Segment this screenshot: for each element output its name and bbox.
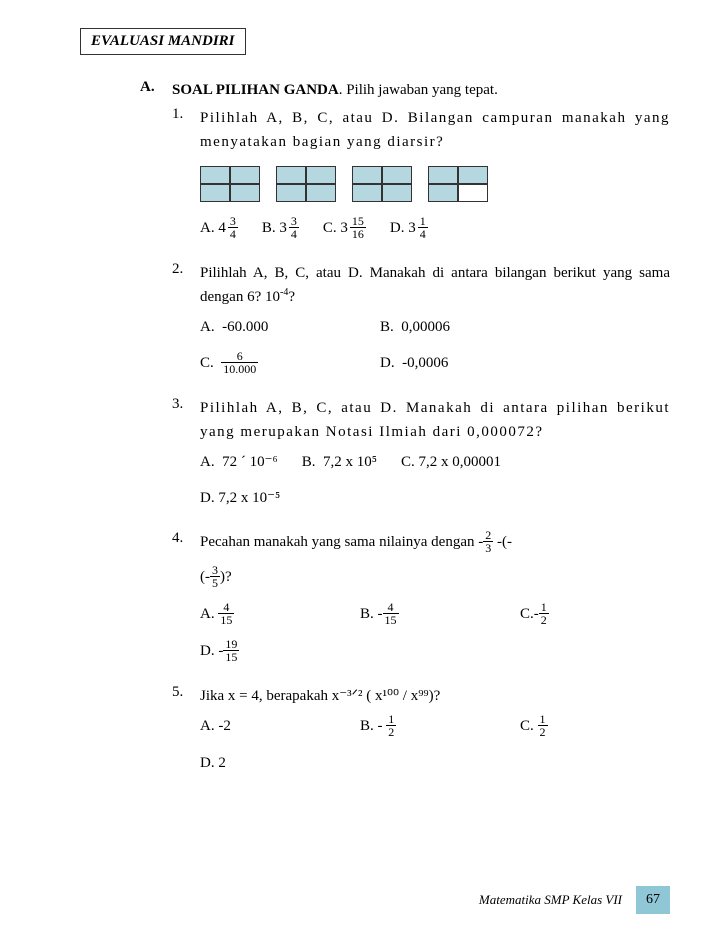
- q1-text: Pilihlah A, B, C, atau D. Bilangan campu…: [200, 106, 670, 154]
- q4-opt-a: A. 415: [200, 602, 300, 627]
- q5-opt-d: D. 2: [200, 751, 226, 775]
- q1-number: 1.: [172, 106, 200, 247]
- q5-text: Jika x = 4, berapakah x⁻³ᐟ² ( x¹⁰⁰ / x⁹⁹…: [200, 684, 670, 708]
- q2-opt-a: A. -60.000: [200, 315, 340, 339]
- question-5: 5. Jika x = 4, berapakah x⁻³ᐟ² ( x¹⁰⁰ / …: [172, 684, 670, 781]
- section-body: SOAL PILIHAN GANDA. Pilih jawaban yang t…: [172, 79, 670, 795]
- q3-opt-b: B. 7,2 x 10⁵: [302, 450, 377, 474]
- question-1: 1. Pilihlah A, B, C, atau D. Bilangan ca…: [172, 106, 670, 247]
- q1-opt-d: D. 314: [390, 216, 428, 241]
- q5-options: A. -2 B. - 12 C. 12: [200, 714, 670, 745]
- q5-opt-a: A. -2: [200, 714, 300, 739]
- section-a: A. SOAL PILIHAN GANDA. Pilih jawaban yan…: [140, 79, 670, 795]
- section-title: SOAL PILIHAN GANDA. Pilih jawaban yang t…: [172, 79, 670, 102]
- q3-body: Pilihlah A, B, C, atau D. Manakah di ant…: [200, 396, 670, 516]
- grid-4: [428, 166, 488, 202]
- question-2: 2. Pilihlah A, B, C, atau D. Manakah di …: [172, 261, 670, 382]
- page: EVALUASI MANDIRI A. SOAL PILIHAN GANDA. …: [0, 0, 728, 942]
- q5-opt-c: C. 12: [520, 714, 548, 739]
- q5-body: Jika x = 4, berapakah x⁻³ᐟ² ( x¹⁰⁰ / x⁹⁹…: [200, 684, 670, 781]
- q3-opt-a: A. 72 ´ 10⁻⁶: [200, 450, 278, 474]
- q1-opt-c: C. 31516: [323, 216, 366, 241]
- q3-options: A. 72 ´ 10⁻⁶ B. 7,2 x 10⁵ C. 7,2 x 0,000…: [200, 450, 670, 480]
- q2-number: 2.: [172, 261, 200, 382]
- question-4: 4. Pecahan manakah yang sama nilainya de…: [172, 530, 670, 670]
- section-title-rest: . Pilih jawaban yang tepat.: [339, 82, 498, 98]
- section-title-bold: SOAL PILIHAN GANDA: [172, 82, 339, 98]
- q4-body: Pecahan manakah yang sama nilainya denga…: [200, 530, 670, 670]
- q2-opt-b: B. 0,00006: [380, 315, 450, 339]
- grid-1: [200, 166, 260, 202]
- q2-body: Pilihlah A, B, C, atau D. Manakah di ant…: [200, 261, 670, 382]
- q4-opt-b: B. -415: [360, 602, 460, 627]
- q4-text: Pecahan manakah yang sama nilainya denga…: [200, 530, 670, 555]
- q3-opt-c: C. 7,2 x 0,00001: [401, 450, 501, 474]
- q2-options-2: C. 610.000 D. -0,0006: [200, 351, 670, 382]
- q1-opt-b: B. 334: [262, 216, 299, 241]
- grid-2: [276, 166, 336, 202]
- q4-options-2: D. -1915: [200, 639, 670, 670]
- q1-opt-a: A. 434: [200, 216, 238, 241]
- q4-options: A. 415 B. -415 C.-12: [200, 602, 670, 633]
- footer-text: Matematika SMP Kelas VII: [479, 892, 622, 908]
- q4-text-2: (-35)?: [200, 565, 670, 590]
- q3-options-2: D. 7,2 x 10⁻⁵: [200, 486, 670, 516]
- grid-3: [352, 166, 412, 202]
- q4-opt-d: D. -1915: [200, 639, 239, 664]
- q3-text: Pilihlah A, B, C, atau D. Manakah di ant…: [200, 396, 670, 444]
- q1-options: A. 434 B. 334 C. 31516 D. 314: [200, 216, 670, 247]
- footer-page-number: 67: [636, 886, 670, 914]
- q5-options-2: D. 2: [200, 751, 670, 781]
- q4-number: 4.: [172, 530, 200, 670]
- q2-opt-d: D. -0,0006: [380, 351, 448, 376]
- eval-header: EVALUASI MANDIRI: [80, 28, 246, 55]
- q4-opt-c: C.-12: [520, 602, 549, 627]
- section-letter: A.: [140, 79, 172, 795]
- q3-number: 3.: [172, 396, 200, 516]
- q1-body: Pilihlah A, B, C, atau D. Bilangan campu…: [200, 106, 670, 247]
- q1-grids: [200, 166, 670, 202]
- q5-number: 5.: [172, 684, 200, 781]
- question-3: 3. Pilihlah A, B, C, atau D. Manakah di …: [172, 396, 670, 516]
- q3-opt-d: D. 7,2 x 10⁻⁵: [200, 486, 280, 510]
- q2-options: A. -60.000 B. 0,00006: [200, 315, 670, 345]
- q2-text: Pilihlah A, B, C, atau D. Manakah di ant…: [200, 261, 670, 309]
- page-footer: Matematika SMP Kelas VII 67: [479, 886, 670, 914]
- q5-opt-b: B. - 12: [360, 714, 460, 739]
- q2-opt-c: C. 610.000: [200, 351, 340, 376]
